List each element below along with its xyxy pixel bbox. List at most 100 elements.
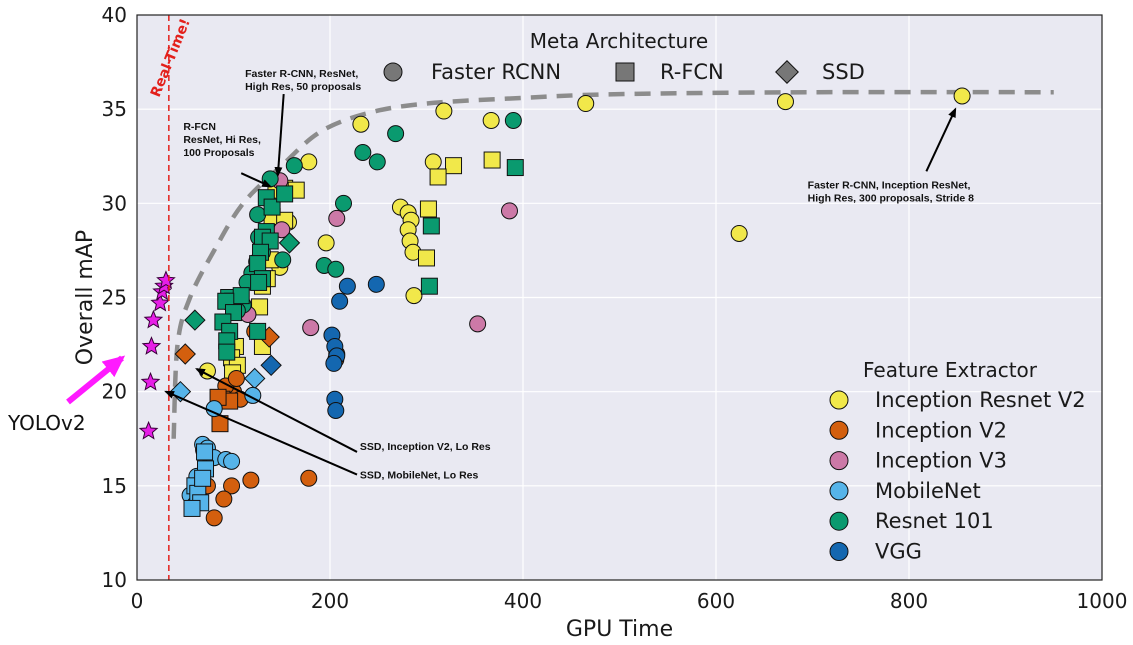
feature-legend-swatch [829, 390, 849, 410]
point-inception-resnet-v2-circle [776, 93, 794, 111]
feature-legend-label: MobileNet [875, 479, 981, 503]
point-inception-resnet-v2-square [418, 249, 435, 267]
annotation-arrow [274, 94, 285, 178]
point-inception-resnet-v2-square [483, 151, 501, 169]
point-mobilenet-square [183, 499, 201, 517]
point-resnet-101-circle [285, 157, 303, 175]
annotation-text: SSD, Inception V2, Lo Res [360, 441, 491, 453]
feature-legend-swatch [829, 481, 849, 501]
legend-marker-square [615, 62, 635, 82]
point-inception-v2-circle [300, 469, 318, 487]
point-inception-v2-circle [223, 477, 241, 495]
y-tick-label: 15 [102, 474, 127, 498]
annotation-text: High Res, 300 proposals, Stride 8 [808, 192, 974, 204]
point-inception-v2-circle [227, 369, 245, 387]
x-tick-label: 0 [131, 589, 144, 613]
point-vgg-circle [367, 275, 385, 293]
annotation-text: R-FCN [183, 121, 216, 133]
meta-legend-label: SSD [822, 60, 865, 84]
annotation-layer: Faster R-CNN, ResNet,High Res, 50 propos… [164, 68, 974, 481]
feature-legend-label: Inception V2 [875, 418, 1007, 442]
x-tick-label: 400 [504, 589, 542, 613]
annotation-text: SSD, MobileNet, Lo Res [360, 469, 479, 481]
yolov2-label: YOLOv2 [7, 411, 86, 435]
yolov2-star-point [143, 309, 164, 329]
point-inception-v3-circle [500, 202, 518, 220]
feature-legend-label: Inception Resnet V2 [875, 388, 1086, 412]
point-inception-v3-circle [328, 209, 346, 227]
x-tick-label: 1000 [1077, 589, 1128, 613]
point-resnet-101-square [232, 287, 250, 305]
y-tick-label: 10 [102, 568, 127, 592]
point-mobilenet-square [196, 443, 214, 461]
point-inception-resnet-v2-circle [300, 153, 318, 171]
point-inception-resnet-v2-square [419, 200, 437, 218]
y-tick-label: 30 [102, 191, 127, 215]
legend-marker-circle [383, 62, 403, 82]
point-mobilenet-diamond [169, 380, 192, 403]
point-inception-v2-circle [215, 490, 233, 508]
feature-legend-swatch [829, 542, 849, 561]
point-inception-resnet-v2-circle [352, 115, 370, 133]
point-inception-resnet-v2-circle [317, 234, 335, 252]
feature-legend-label: Inception V3 [875, 449, 1007, 473]
point-resnet-101-circle [249, 206, 267, 224]
x-axis-title: GPU Time [566, 617, 673, 642]
point-resnet-101-circle [368, 153, 386, 171]
point-vgg-diamond [260, 354, 282, 377]
y-tick-label: 40 [102, 3, 127, 27]
grid-lines [137, 15, 1102, 580]
annotation-text: 100 Proposals [183, 147, 254, 159]
point-vgg-circle [327, 402, 345, 419]
point-inception-resnet-v2-circle [405, 287, 423, 305]
point-resnet-101-diamond [278, 232, 301, 254]
annotation-arrow [164, 390, 358, 476]
annotation-text: ResNet, Hi Res, [183, 134, 261, 146]
point-inception-v2-circle [205, 509, 223, 527]
point-resnet-101-square [263, 198, 281, 216]
tick-labels: 0 200 400 600 800 1000 10 15 20 25 30 35 40 [102, 3, 1128, 613]
feature-extractor-legend-title: Feature Extractor [863, 358, 1038, 382]
point-resnet-101-square [218, 343, 236, 361]
point-inception-resnet-v2-circle [435, 102, 453, 120]
point-inception-resnet-v2-circle [424, 153, 442, 171]
point-inception-resnet-v2-circle [482, 111, 500, 129]
point-inception-v3-circle [302, 319, 320, 337]
feature-legend-swatch [829, 511, 849, 531]
feature-legend-swatch [829, 420, 849, 440]
annotation-text: Faster R-CNN, Inception ResNet, [808, 179, 971, 191]
point-inception-resnet-v2-square [445, 157, 463, 175]
yolov2-star-point [141, 336, 162, 355]
yolov2-pointer-arrow [66, 355, 126, 405]
yolov2-star-point [140, 371, 161, 391]
annotation-arrow [195, 368, 358, 453]
yolov2-star-point [138, 420, 159, 440]
annotation-arrow [925, 107, 957, 172]
yolo-layer: YOLOv2 [7, 270, 176, 440]
annotation-arrow [240, 172, 272, 188]
point-resnet-101-diamond [184, 309, 206, 331]
feature-legend-label: Resnet 101 [875, 509, 994, 533]
meta-legend-label: Faster RCNN [431, 60, 561, 84]
legend-layer: Meta Architecture Faster RCNN R-FCN SSD Feat… [383, 29, 1086, 564]
points-layer [169, 87, 971, 527]
point-resnet-101-square [249, 255, 267, 273]
meta-architecture-legend-title: Meta Architecture [530, 29, 708, 53]
y-tick-label: 20 [102, 380, 127, 404]
pareto-frontier-curve [171, 89, 1054, 439]
yolov2-star-point [150, 292, 170, 312]
annotation-text: High Res, 50 proposals [245, 81, 361, 93]
point-resnet-101-square [422, 217, 440, 235]
y-tick-label: 35 [102, 97, 127, 121]
point-resnet-101-circle [327, 260, 345, 278]
frontier-layer [171, 89, 1054, 439]
feature-legend-swatch [829, 451, 849, 471]
point-mobilenet-square [194, 469, 212, 487]
point-inception-resnet-v2-circle [730, 224, 748, 242]
point-resnet-101-square [276, 185, 294, 203]
meta-legend-label: R-FCN [660, 60, 724, 84]
point-mobilenet-circle [223, 452, 241, 470]
point-resnet-101-square [506, 159, 524, 177]
x-tick-label: 600 [697, 589, 735, 613]
